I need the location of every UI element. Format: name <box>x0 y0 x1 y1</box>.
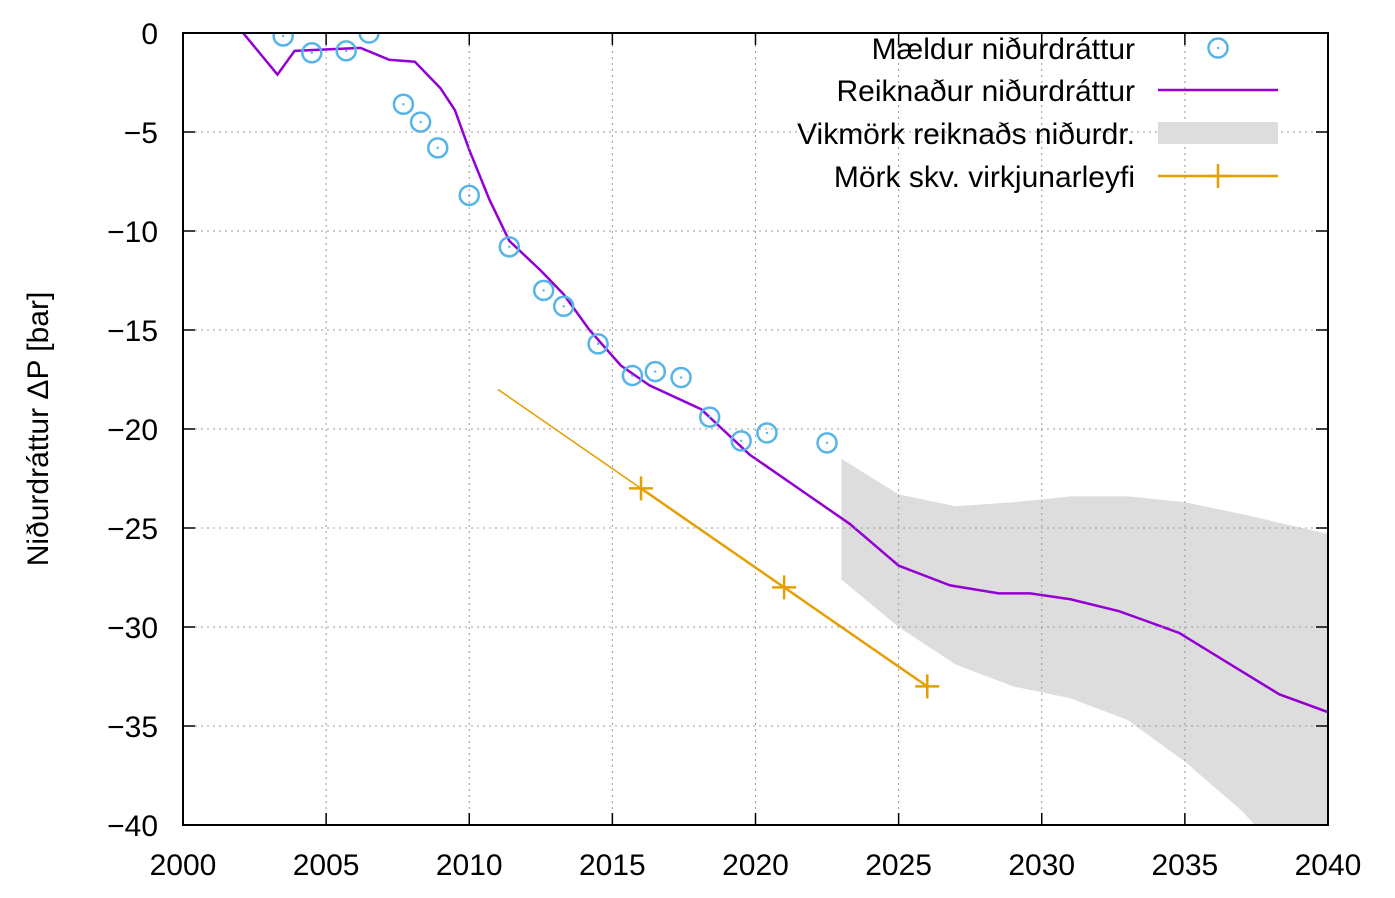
x-tick-label: 2035 <box>1152 849 1219 882</box>
plot-area <box>242 33 1328 825</box>
legend-marker <box>1206 164 1230 188</box>
y-axis-label: Niðurdráttur ΔP [bar] <box>22 292 55 567</box>
measured-point <box>301 42 323 64</box>
marker-dot <box>436 146 439 150</box>
y-tick-label: −35 <box>107 711 158 744</box>
legend-swatch <box>1158 122 1278 144</box>
y-tick-label: −40 <box>107 810 158 843</box>
marker-ring <box>427 137 449 159</box>
measured-point <box>272 33 294 47</box>
y-tick-label: −10 <box>107 216 158 249</box>
measured-point <box>392 93 415 116</box>
legend-label: Vikmörk reiknaðs niðurdr. <box>797 118 1135 151</box>
measured-point <box>698 406 721 428</box>
marker-ring <box>698 406 721 428</box>
x-tick-label: 2020 <box>722 849 789 882</box>
x-tick-label: 2015 <box>579 849 646 882</box>
measured-point <box>552 295 575 317</box>
marker-ring <box>644 360 667 383</box>
limit-marker <box>629 476 653 501</box>
calculated-line <box>242 33 1328 714</box>
legend-label: Reiknaður niðurdráttur <box>837 75 1136 108</box>
marker-ring <box>498 236 521 258</box>
measured-point <box>532 279 555 302</box>
x-tick-label: 2040 <box>1295 849 1362 882</box>
marker-ring <box>532 279 555 302</box>
limit-segment <box>783 586 928 688</box>
y-tick-label: −5 <box>124 117 158 150</box>
legend-marker <box>1207 37 1229 59</box>
marker-ring <box>335 40 357 62</box>
measured-point <box>427 137 449 159</box>
measured-point <box>644 360 667 383</box>
limit-marker <box>772 575 797 600</box>
marker-dot <box>679 376 683 379</box>
marker-ring <box>587 333 609 355</box>
marker-dot <box>542 289 545 292</box>
x-tick-label: 2030 <box>1008 849 1075 882</box>
y-tick-label: −30 <box>107 612 158 645</box>
marker-dot <box>310 51 314 54</box>
marker-dot <box>281 34 285 38</box>
measured-point <box>756 422 778 444</box>
measured-point <box>409 111 432 133</box>
y-tick-label: −15 <box>107 315 158 348</box>
y-tick-label: −25 <box>107 513 158 546</box>
marker-ring <box>392 93 415 116</box>
marker-dot <box>419 120 422 124</box>
limit-segment <box>497 388 642 490</box>
measured-point <box>498 236 521 258</box>
marker-dot <box>402 103 405 106</box>
marker-dot <box>508 245 511 249</box>
marker-ring <box>301 42 323 64</box>
limit-segment <box>640 487 785 589</box>
marker-ring <box>621 364 644 387</box>
marker-dot <box>596 342 600 346</box>
legend-entry: Mörk skv. virkjunarleyfi <box>834 161 1278 194</box>
legend-entry: Vikmörk reiknaðs niðurdr. <box>797 118 1278 151</box>
measured-point <box>587 333 609 355</box>
x-tick-label: 2010 <box>436 849 503 882</box>
marker-dot <box>631 374 634 377</box>
y-tick-label: −20 <box>107 414 158 447</box>
x-tick-label: 2025 <box>865 849 932 882</box>
marker-ring <box>670 366 692 389</box>
measured-point <box>730 430 752 452</box>
marker-ring <box>816 432 838 454</box>
marker-ring <box>552 295 575 317</box>
legend-label: Mörk skv. virkjunarleyfi <box>834 161 1135 194</box>
marker-dot <box>344 49 348 53</box>
limit-marker <box>915 674 940 699</box>
marker-ring <box>358 33 380 44</box>
marker-dot <box>562 305 565 308</box>
legend-marker-dot <box>1216 46 1220 50</box>
marker-dot <box>765 431 769 435</box>
marker-dot <box>825 441 829 445</box>
uncertainty-band <box>841 458 1328 825</box>
plot-frame <box>182 32 1329 826</box>
measured-point <box>816 432 838 454</box>
y-tick-label: 0 <box>141 18 158 51</box>
marker-dot <box>654 370 657 373</box>
measured-point <box>335 40 357 62</box>
legend-entry: Mældur niðurdráttur <box>872 33 1229 66</box>
x-tick-label: 2005 <box>293 849 360 882</box>
x-tick-label: 2000 <box>150 849 217 882</box>
marker-dot <box>739 439 743 443</box>
marker-ring <box>756 422 778 444</box>
legend-entry: Reiknaður niðurdráttur <box>837 75 1278 108</box>
marker-ring <box>458 184 480 207</box>
legend-label: Mældur niðurdráttur <box>872 33 1135 66</box>
measured-point <box>670 366 692 389</box>
marker-ring <box>272 33 294 47</box>
marker-ring <box>730 430 752 452</box>
measured-point <box>621 364 644 387</box>
marker-ring <box>409 111 432 133</box>
marker-dot <box>708 415 711 419</box>
